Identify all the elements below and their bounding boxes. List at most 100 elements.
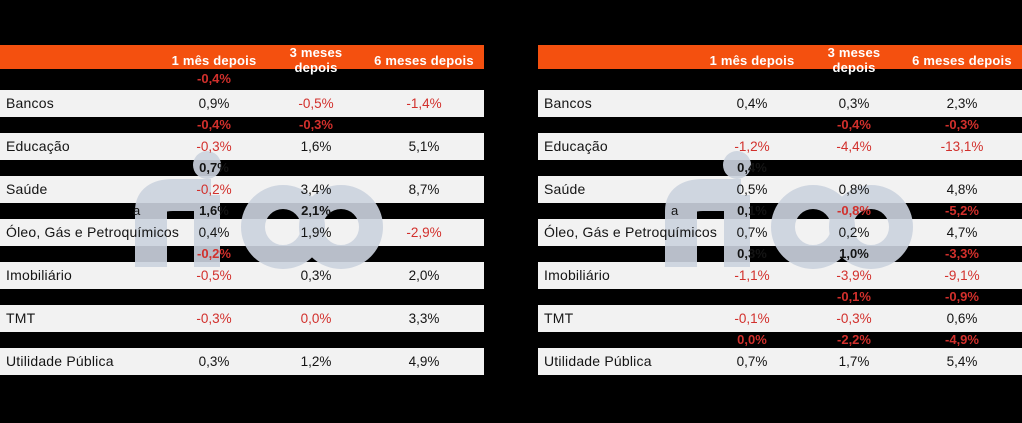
sector-label <box>538 246 698 262</box>
cell-value: 0,8% <box>838 182 870 197</box>
header-col-1-month: 1 mês depois <box>709 52 795 68</box>
cell-value: -0,1% <box>734 311 770 326</box>
table-row: Imobiliário -1,1% -3,9% -9,1% <box>538 262 1022 289</box>
gap-row <box>0 289 484 305</box>
cell-value: 0,3% <box>838 96 870 111</box>
sector-label: Óleo, Gás e Petroquímicos <box>6 224 180 240</box>
gap-row: -0,4% -0,3% <box>0 117 484 133</box>
gap-row: 0,3% 1,0% -3,3% <box>538 246 1022 262</box>
table-row: Saúde 0,5% 0,8% 4,8% <box>538 176 1022 203</box>
cell-value: 1,7% <box>838 354 870 369</box>
cell-value <box>806 160 902 176</box>
sector-label <box>0 160 160 176</box>
table-row: TMT -0,3% 0,0% 3,3% <box>0 305 484 332</box>
cell-value: 2,1% <box>301 203 331 218</box>
header-col-6-months: 6 meses depois <box>374 52 474 68</box>
sector-label: Bancos <box>6 95 54 111</box>
rico-watermark <box>135 151 383 269</box>
cell-value <box>364 246 484 262</box>
table-row: Bancos 0,4% 0,3% 2,3% <box>538 90 1022 117</box>
sector-label: Utilidade Pública <box>6 353 114 369</box>
cell-value: 0,3% <box>300 268 332 283</box>
cell-value: -0,3% <box>299 117 333 132</box>
cell-value: 0,5% <box>736 182 768 197</box>
cell-value: 0,7% <box>736 354 768 369</box>
sector-label: TMT <box>544 310 574 326</box>
gap-row <box>538 69 1022 90</box>
cell-value: 1,0% <box>839 246 869 261</box>
sector-label: Imobiliário <box>6 267 72 283</box>
sector-label: Educação <box>544 138 608 154</box>
table-row: TMT -0,1% -0,3% 0,6% <box>538 305 1022 332</box>
sector-label <box>538 69 698 90</box>
header-col-3-months: 3 meses depois <box>289 45 343 75</box>
gap-row: -0,4% <box>0 69 484 90</box>
cell-value: -0,2% <box>196 182 232 197</box>
cell-value <box>268 69 364 90</box>
cell-value: 0,3% <box>198 354 230 369</box>
cell-value: -1,1% <box>734 268 770 283</box>
cell-value <box>268 160 364 176</box>
cell-value: -2,2% <box>837 332 871 347</box>
cell-value <box>806 69 902 90</box>
sector-label: Bancos <box>544 95 592 111</box>
cell-value <box>268 289 364 305</box>
cell-value: 0,6% <box>946 311 978 326</box>
sector-label <box>538 289 698 305</box>
table-row: Educação -0,3% 1,6% 5,1% <box>0 133 484 160</box>
cell-value: -0,3% <box>945 117 979 132</box>
cell-value: 1,6% <box>199 203 229 218</box>
table-row: Educação -1,2% -4,4% -13,1% <box>538 133 1022 160</box>
cell-value <box>364 289 484 305</box>
cell-value: 1,2% <box>300 354 332 369</box>
cell-value: 0,4% <box>736 96 768 111</box>
sector-label: Saúde <box>544 181 586 197</box>
cell-value: 5,1% <box>408 139 440 154</box>
cell-value: 0,7% <box>199 160 229 175</box>
table-rows: -0,4% Bancos 0,9% -0,5% -1,4% -0,4% -0,3% Educa… <box>0 69 484 375</box>
sector-label: Saúde <box>6 181 48 197</box>
cell-value: -0,8% <box>837 203 871 218</box>
cell-value <box>364 203 484 219</box>
table-row: Imobiliário -0,5% 0,3% 2,0% <box>0 262 484 289</box>
cell-value <box>160 332 268 348</box>
cell-value: -3,9% <box>836 268 872 283</box>
cell-value: 0,7% <box>736 225 768 240</box>
cell-value <box>698 69 806 90</box>
cell-value: 0,4% <box>198 225 230 240</box>
gap-row: 0,0% -2,2% -4,9% <box>538 332 1022 348</box>
cell-value: -0,1% <box>837 289 871 304</box>
cell-value: 4,9% <box>408 354 440 369</box>
cell-value: -9,1% <box>944 268 980 283</box>
cell-value: -0,4% <box>197 71 231 86</box>
sector-label: Imobiliário <box>544 267 610 283</box>
cell-value <box>268 332 364 348</box>
cell-value: 0,1% <box>737 203 767 218</box>
cell-value <box>364 69 484 90</box>
gap-row <box>0 332 484 348</box>
cell-value <box>902 69 1022 90</box>
table-row: Saúde -0,2% 3,4% 8,7% <box>0 176 484 203</box>
sector-label: Utilidade Pública <box>544 353 652 369</box>
sector-label <box>538 117 698 133</box>
cell-value: -0,5% <box>298 96 334 111</box>
cell-value <box>698 289 806 305</box>
cell-value: -13,1% <box>940 139 984 154</box>
gap-row: 0,7% <box>0 160 484 176</box>
cell-value: 0,3% <box>737 246 767 261</box>
sector-table-right: 1 mês depois 3 meses depois 6 meses depo… <box>538 45 1022 375</box>
sector-label: a <box>133 203 141 218</box>
cell-value: -0,3% <box>196 139 232 154</box>
cell-value: 0,0% <box>737 332 767 347</box>
gap-row: a 1,6% 2,1% <box>0 203 484 219</box>
table-row: Bancos 0,9% -0,5% -1,4% <box>0 90 484 117</box>
cell-value <box>364 117 484 133</box>
table-row: Utilidade Pública 0,3% 1,2% 4,9% <box>0 348 484 375</box>
table-row: Utilidade Pública 0,7% 1,7% 5,4% <box>538 348 1022 375</box>
rico-watermark <box>665 151 913 269</box>
table-row: Óleo, Gás e Petroquímicos 0,4% 1,9% -2,9% <box>0 219 484 246</box>
cell-value: -2,9% <box>406 225 442 240</box>
cell-value: -4,4% <box>836 139 872 154</box>
cell-value: 5,4% <box>946 354 978 369</box>
cell-value: 2,3% <box>946 96 978 111</box>
